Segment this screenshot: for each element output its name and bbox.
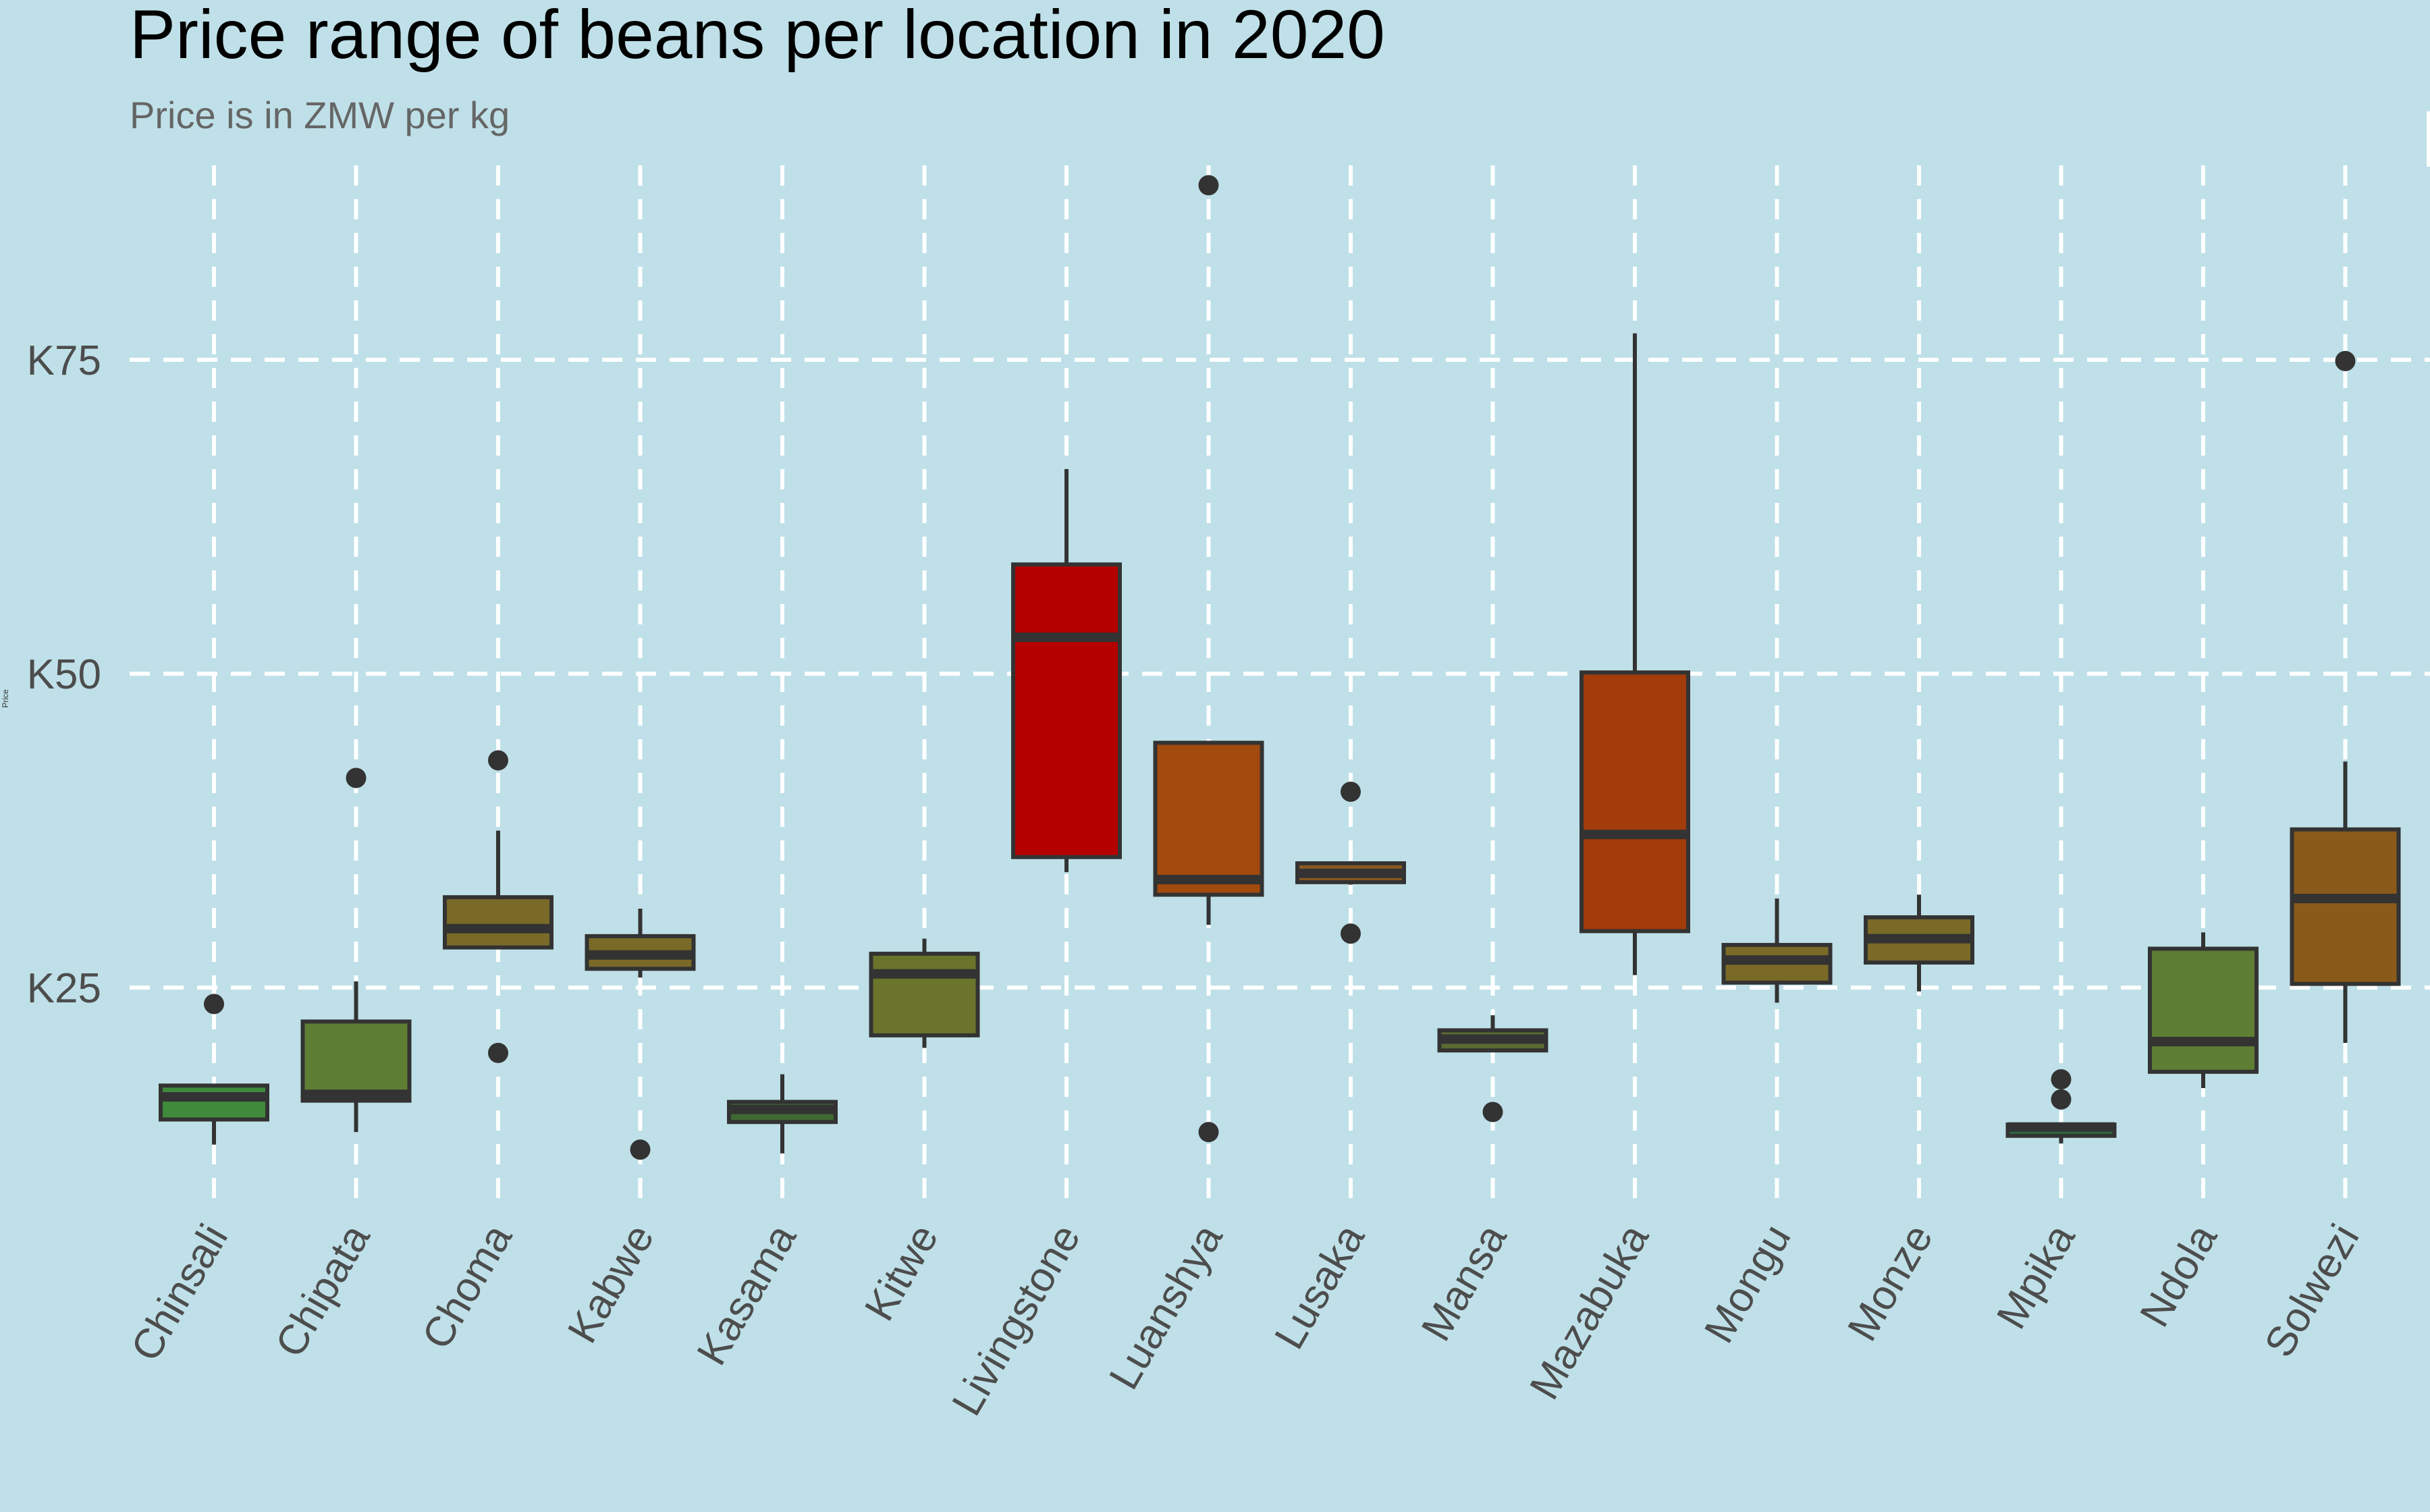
- box-choma: [443, 750, 554, 1063]
- box-kasama: [727, 1074, 838, 1154]
- box-solwezi: [2290, 350, 2401, 1044]
- outlier-point: [1341, 923, 1361, 944]
- box-iqr: [2290, 827, 2401, 986]
- box-lusaka: [1295, 781, 1406, 944]
- box-iqr: [1011, 562, 1122, 859]
- legend-edge: [2427, 111, 2430, 167]
- outlier-point: [204, 994, 224, 1015]
- box-iqr: [1580, 670, 1690, 934]
- box-mpika: [2005, 1069, 2117, 1143]
- box-iqr: [300, 1019, 412, 1103]
- outlier-point: [630, 1139, 651, 1160]
- outlier-point: [488, 1042, 508, 1063]
- chart-subtitle: Price is in ZMW per kg: [130, 94, 510, 136]
- grid-lines: [130, 165, 2430, 1205]
- outlier-point: [1198, 175, 1219, 196]
- box-monze: [1864, 894, 1974, 992]
- boxes-layer: [159, 175, 2401, 1160]
- outlier-point: [2051, 1069, 2072, 1089]
- box-kabwe: [585, 908, 696, 1160]
- chart-title: Price range of beans per location in 202…: [130, 0, 1385, 73]
- outlier-point: [1341, 781, 1361, 802]
- box-mazabuka: [1580, 333, 1690, 975]
- y-tick-label: K50: [27, 651, 101, 698]
- y-tick-label: K25: [27, 965, 101, 1012]
- outlier-point: [488, 750, 508, 771]
- y-axis-ticks: K25 K50 K75: [27, 338, 101, 1012]
- box-iqr: [869, 951, 980, 1037]
- box-chinsali: [159, 994, 269, 1145]
- box-ndola: [2148, 932, 2259, 1088]
- outlier-point: [2051, 1089, 2072, 1110]
- outlier-point: [346, 767, 367, 788]
- box-iqr: [443, 895, 554, 950]
- box-mongu: [1721, 898, 1833, 1003]
- box-iqr: [159, 1083, 269, 1122]
- y-axis-label: Price: [1, 689, 10, 708]
- outlier-point: [1198, 1122, 1219, 1143]
- outlier-point: [2335, 350, 2356, 371]
- box-iqr: [2148, 946, 2259, 1074]
- box-mansa: [1437, 1015, 1548, 1123]
- outlier-point: [1482, 1102, 1503, 1123]
- box-chipata: [300, 767, 412, 1133]
- y-tick-label: K75: [27, 338, 101, 384]
- box-luanshya: [1153, 175, 1264, 1143]
- box-kitwe: [869, 938, 980, 1048]
- box-livingstone: [1011, 468, 1122, 873]
- box-iqr: [1153, 740, 1264, 897]
